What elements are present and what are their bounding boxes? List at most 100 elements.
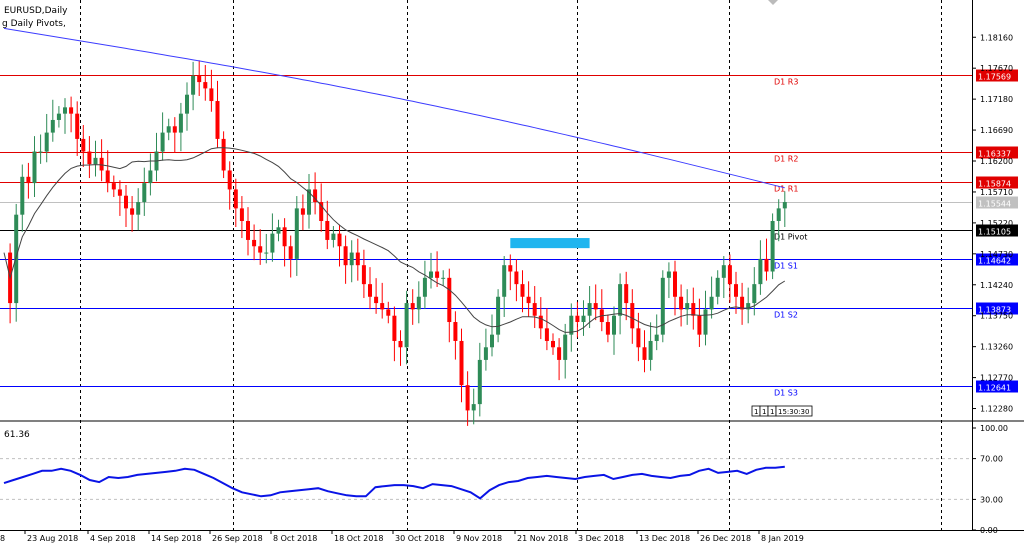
- candle-body: [563, 334, 568, 360]
- candle-body: [727, 265, 732, 285]
- candle-body: [124, 195, 128, 209]
- candle-body: [636, 328, 641, 348]
- candle-body: [313, 189, 318, 203]
- indicator-title: g Daily Pivots,: [2, 19, 66, 29]
- candle-body: [361, 265, 366, 285]
- candle-body: [404, 303, 409, 348]
- candle-body: [459, 340, 464, 386]
- time-tick-label: 8 Jan 2019: [761, 534, 804, 543]
- candle-body: [764, 258, 769, 272]
- candle-body: [50, 119, 55, 133]
- candle-body: [355, 252, 360, 266]
- level-price-text: 1.12641: [978, 384, 1011, 393]
- candle-body: [75, 113, 80, 139]
- candle-body: [56, 113, 61, 120]
- panel-tag-text: 1: [762, 408, 766, 416]
- candle-body: [520, 284, 525, 297]
- candle-body: [215, 101, 220, 139]
- candle-body: [380, 303, 385, 310]
- candle-body: [435, 271, 440, 278]
- candle-body: [300, 208, 305, 215]
- candle-body: [337, 233, 342, 247]
- price-tick-label: 1.13750: [980, 312, 1013, 321]
- candle-body: [185, 94, 189, 114]
- price-tick-label: 1.15220: [980, 219, 1013, 228]
- candle-body: [178, 113, 183, 133]
- oscillator-line: [3, 465, 785, 500]
- level-price-text: 1.15105: [978, 228, 1011, 237]
- candle-body: [398, 340, 403, 348]
- level-label: D1 R2: [774, 155, 798, 164]
- candle-body: [532, 303, 537, 316]
- candle-body: [349, 252, 354, 266]
- candle-body: [544, 328, 549, 341]
- candle-body: [593, 303, 598, 310]
- candle-body: [447, 277, 452, 323]
- candle-body: [99, 157, 104, 171]
- panel-tag-text: 1: [770, 408, 774, 416]
- candle-body: [490, 334, 494, 348]
- osc-tick-label: 70.00: [980, 455, 1003, 464]
- osc-tick-label: 0.00: [980, 526, 998, 535]
- candle-body: [782, 202, 787, 209]
- level-label: D1 S1: [774, 262, 798, 271]
- candle-body: [26, 176, 31, 184]
- candle-body: [368, 284, 372, 297]
- candle-body: [270, 233, 275, 253]
- level-price-box: [976, 176, 1018, 189]
- level-price-box: [976, 253, 1018, 266]
- candle-body: [618, 284, 623, 316]
- candle-body: [715, 277, 720, 297]
- oscillator-value: 61.36: [4, 430, 30, 440]
- candle-body: [148, 170, 153, 184]
- candle-body: [703, 309, 708, 335]
- candle-body: [209, 88, 214, 102]
- candle-body: [117, 189, 122, 196]
- candle-body: [166, 126, 171, 133]
- candle-body: [282, 227, 287, 247]
- level-label: D1 Pivot: [774, 233, 807, 242]
- candle-body: [721, 265, 726, 278]
- scroll-marker-icon[interactable]: [768, 0, 778, 5]
- moving-averages: [3, 27, 786, 333]
- candle-body: [691, 303, 696, 316]
- candle-body: [752, 284, 757, 304]
- candle-body: [624, 284, 629, 304]
- candle-body: [605, 322, 610, 335]
- candle-body: [105, 170, 110, 184]
- candle-body: [32, 151, 37, 184]
- ma-short-line: [3, 147, 786, 333]
- candle-body: [483, 347, 488, 360]
- level-price-box: [976, 69, 1018, 82]
- highlight-box: [510, 238, 590, 249]
- candle-body: [654, 334, 659, 341]
- price-tick-label: 1.12770: [980, 374, 1013, 383]
- symbol-title: EURUSD,Daily: [4, 6, 68, 16]
- candle-body: [111, 183, 116, 190]
- candle-body: [746, 303, 751, 310]
- candle-body: [679, 296, 684, 310]
- candle-body: [538, 315, 543, 329]
- time-tick-label: 26 Dec 2018: [700, 534, 751, 543]
- candle-body: [331, 233, 336, 240]
- candle-body: [20, 176, 25, 215]
- price-tick-label: 1.17180: [980, 95, 1013, 104]
- candle-body: [502, 265, 507, 297]
- panel-tag-cell: [775, 405, 813, 417]
- pivot-levels: D1 R3 D1 R2 D1 R1 D1 Pivot D1 S1 D1 S2 D1 S3: [0, 75, 972, 398]
- candle-body: [81, 138, 86, 152]
- candle-body: [233, 189, 238, 209]
- candle-body: [630, 303, 635, 329]
- price-axis: 1.17569 1.16337 1.15874 1.15105 1.14642 1.138…: [972, 33, 1018, 535]
- candle-body: [416, 296, 421, 310]
- candle-body: [410, 303, 415, 310]
- candle-body: [477, 359, 482, 405]
- level-label: D1 R3: [774, 78, 798, 87]
- candle-body: [130, 208, 135, 215]
- level-price-box: [976, 224, 1018, 237]
- osc-tick-label: 30.00: [980, 495, 1003, 504]
- time-tick-label: 3 Dec 2018: [578, 534, 624, 543]
